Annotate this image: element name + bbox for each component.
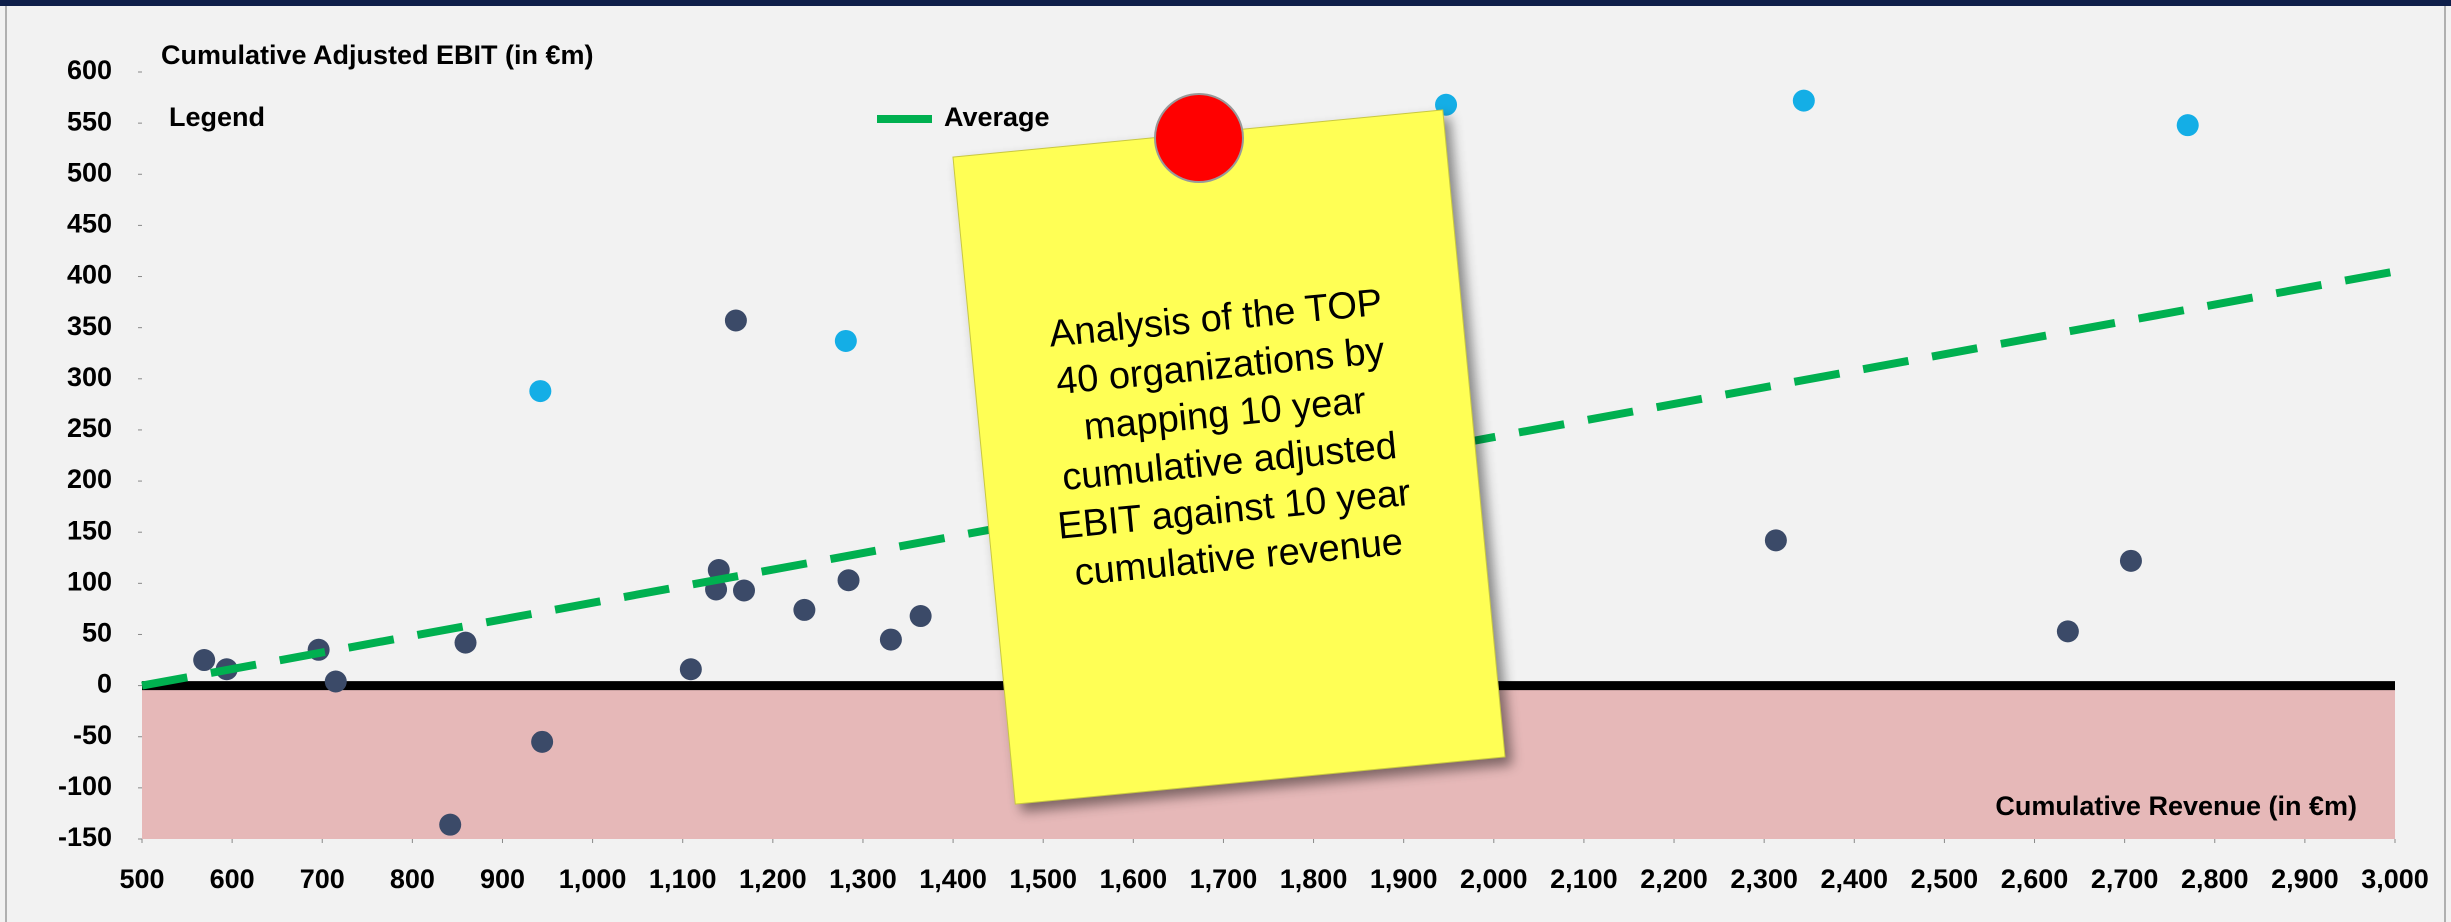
point: [910, 605, 932, 627]
point: [529, 380, 551, 402]
x-axis-title: Cumulative Revenue (in €m): [1995, 791, 2357, 821]
point: [2057, 620, 2079, 642]
legend-title: Legend: [169, 102, 265, 132]
x-tick-label: 2,500: [1911, 864, 1979, 894]
point: [2177, 114, 2199, 136]
y-tick-label: 500: [67, 157, 112, 187]
y-tick-label: 50: [82, 618, 112, 648]
point: [193, 649, 215, 671]
x-tick-label: 2,700: [2091, 864, 2159, 894]
x-tick-label: 800: [390, 864, 435, 894]
x-tick-label: 500: [119, 864, 164, 894]
point: [838, 569, 860, 591]
x-tick-label: 2,200: [1640, 864, 1708, 894]
point: [1793, 90, 1815, 112]
point: [1765, 529, 1787, 551]
y-tick-label: -50: [73, 720, 112, 750]
x-tick-label: 1,400: [919, 864, 987, 894]
y-tick-label: 300: [67, 362, 112, 392]
point: [531, 731, 553, 753]
y-tick-label: 150: [67, 515, 112, 545]
pin: [1155, 94, 1243, 182]
top-band: [0, 0, 2451, 6]
point: [880, 629, 902, 651]
y-tick-label: -100: [58, 771, 112, 801]
y-tick-label: 600: [67, 55, 112, 85]
x-tick-label: 2,300: [1730, 864, 1798, 894]
x-tick-label: 2,900: [2271, 864, 2339, 894]
y-tick-label: 550: [67, 106, 112, 136]
y-tick-label: 200: [67, 464, 112, 494]
point: [835, 330, 857, 352]
point: [733, 579, 755, 601]
y-tick-label: 450: [67, 209, 112, 239]
y-axis-title: Cumulative Adjusted EBIT (in €m): [161, 40, 594, 70]
x-tick-label: 1,100: [649, 864, 717, 894]
x-tick-label: 2,600: [2001, 864, 2069, 894]
y-tick-label: -150: [58, 822, 112, 852]
y-tick-label: 0: [97, 669, 112, 699]
x-tick-label: 1,500: [1009, 864, 1077, 894]
x-tick-label: 2,100: [1550, 864, 1618, 894]
x-tick-label: 1,700: [1190, 864, 1258, 894]
y-tick-label: 250: [67, 413, 112, 443]
chart: Cumulative Adjusted EBIT (in €m) Legend …: [0, 0, 2451, 922]
y-tick-label: 100: [67, 566, 112, 596]
x-tick-label: 900: [480, 864, 525, 894]
x-tick-label: 600: [210, 864, 255, 894]
legend-label: Average: [944, 102, 1050, 132]
x-tick-label: 3,000: [2361, 864, 2429, 894]
x-tick-label: 2,800: [2181, 864, 2249, 894]
point: [439, 814, 461, 836]
point: [680, 658, 702, 680]
point: [725, 310, 747, 332]
x-tick-label: 1,800: [1280, 864, 1348, 894]
y-tick-label: 350: [67, 311, 112, 341]
point: [2120, 550, 2142, 572]
x-tick-label: 1,300: [829, 864, 897, 894]
x-tick-label: 1,900: [1370, 864, 1438, 894]
point: [793, 599, 815, 621]
point: [455, 632, 477, 654]
point: [325, 671, 347, 693]
x-tick-label: 700: [300, 864, 345, 894]
x-tick-label: 1,600: [1100, 864, 1168, 894]
y-tick-label: 400: [67, 260, 112, 290]
x-tick-label: 1,200: [739, 864, 807, 894]
x-tick-label: 2,000: [1460, 864, 1528, 894]
x-tick-label: 2,400: [1820, 864, 1888, 894]
x-tick-label: 1,000: [559, 864, 627, 894]
